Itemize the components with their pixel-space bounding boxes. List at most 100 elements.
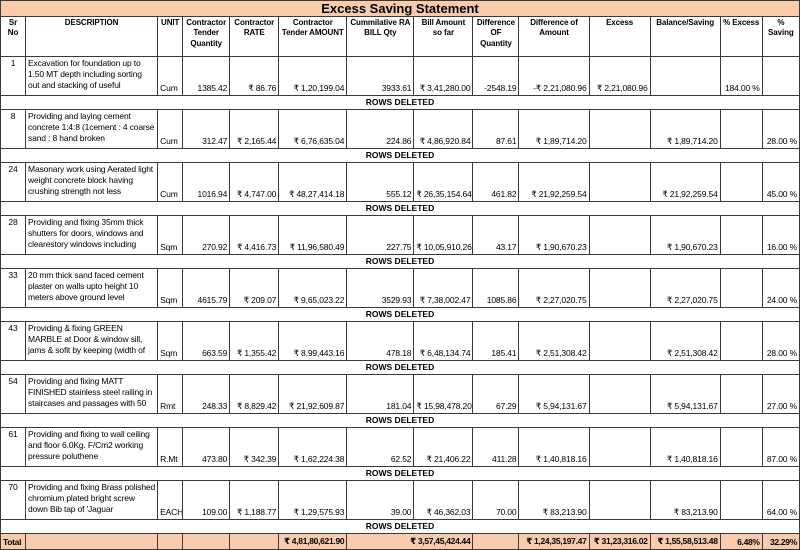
rows-deleted-row: ROWS DELETED [0,519,800,534]
cell-balance_saving [649,56,721,96]
column-header-diff_amount: Difference of Amount [518,16,590,57]
cell-balance_saving: ₹ 83,213.90 [649,480,721,520]
cell-unit: R.Mt [157,427,184,467]
cell-diff_qty: 87.61 [472,109,520,149]
cell-diff_qty: 461.82 [472,162,520,202]
cell-sr: 1 [0,56,27,96]
cell-pct_excess: 184.00 % [719,56,763,96]
cell-ra_bill_qty: 181.04 [346,374,415,414]
total-balance-saving: ₹ 1,55,58,513.48 [649,533,721,550]
cell-pct_saving: 28.00 % [761,109,800,149]
column-header-pct_saving: % Saving [761,16,800,57]
cell-diff_amount: ₹ 2,27,020.75 [518,268,590,308]
cell-bill_amount: ₹ 7,38,002.47 [413,268,474,308]
rows-deleted-label: ROWS DELETED [0,466,800,481]
cell-diff_amount: ₹ 1,40,818.16 [518,427,590,467]
cell-diff_amount: ₹ 21,92,259.54 [518,162,590,202]
cell-tender_amount: ₹ 11,96,580.49 [278,215,348,255]
cell-excess [588,321,651,361]
cell-balance_saving: ₹ 5,94,131.67 [649,374,721,414]
cell-pct_excess [719,480,763,520]
cell-sr: 8 [0,109,27,149]
cell-rate: ₹ 342.39 [229,427,280,467]
table-row: 43 Providing & fixing GREEN MARBLE at Doo… [0,321,800,361]
rows-deleted-row: ROWS DELETED [0,148,800,163]
cell-ra_bill_qty: 224.86 [346,109,415,149]
cell-balance_saving: ₹ 2,27,020.75 [649,268,721,308]
cell-pct_saving: 27.00 % [761,374,800,414]
cell-bill_amount: ₹ 46,362.03 [413,480,474,520]
cell-unit: Sqm [157,321,184,361]
cell-description: 20 mm thick sand faced cement plaster on… [25,268,159,308]
cell-diff_qty: 43.17 [472,215,520,255]
table-row: 54 Providing and fixing MATT FINISHED sta… [0,374,800,414]
cell-pct_saving: 87.00 % [761,427,800,467]
cell-pct_saving [761,56,800,96]
cell-rate: ₹ 4,747.00 [229,162,280,202]
cell-pct_excess [719,162,763,202]
cell-pct_excess [719,321,763,361]
total-row: Total ₹ 4,81,80,621.90 ₹ 3,57,45,424.44 … [0,533,800,550]
total-diff-amount: ₹ 1,24,35,197.47 [518,533,590,550]
column-header-row: Sr No DESCRIPTION UNIT Contractor Tender Qu… [0,16,800,57]
cell-rate: ₹ 4,416.73 [229,215,280,255]
cell-sr: 33 [0,268,27,308]
cell-ra_bill_qty: 555.12 [346,162,415,202]
column-header-tender_qty: Contractor Tender Quantity [182,16,231,57]
cell-bill_amount: ₹ 3,41,280.00 [413,56,474,96]
cell-excess [588,427,651,467]
cell-tender_qty: 109.00 [182,480,231,520]
rows-deleted-row: ROWS DELETED [0,360,800,375]
table-row: 70 Providing and fixing Brass polished ch… [0,480,800,520]
table-row: 33 20 mm thick sand faced cement plaster … [0,268,800,308]
cell-description: Providing and fixing 35mm thick shutters… [25,215,159,255]
title-row: Excess Saving Statement [0,0,800,17]
cell-tender_amount: ₹ 1,62,224.38 [278,427,348,467]
total-empty-unit [157,533,184,550]
cell-unit: Cum [157,109,184,149]
cell-sr: 24 [0,162,27,202]
cell-ra_bill_qty: 3933.61 [346,56,415,96]
cell-excess [588,480,651,520]
total-empty-rate [229,533,280,550]
cell-excess [588,109,651,149]
column-header-bill_amount: Bill Amount so far [413,16,474,57]
rows-deleted-label: ROWS DELETED [0,95,800,110]
cell-balance_saving: ₹ 1,90,670.23 [649,215,721,255]
rows-deleted-label: ROWS DELETED [0,148,800,163]
cell-unit: Sqm [157,268,184,308]
rows-deleted-row: ROWS DELETED [0,466,800,481]
cell-pct_saving: 45.00 % [761,162,800,202]
cell-bill_amount: ₹ 6,48,134.74 [413,321,474,361]
cell-ra_bill_qty: 62.52 [346,427,415,467]
cell-pct_saving: 28.00 % [761,321,800,361]
cell-excess [588,215,651,255]
cell-pct_saving: 24.00 % [761,268,800,308]
cell-tender_amount: ₹ 1,20,199.04 [278,56,348,96]
total-empty-tender-qty [182,533,231,550]
cell-balance_saving: ₹ 1,40,818.16 [649,427,721,467]
column-header-tender_amount: Contractor Tender AMOUNT [278,16,348,57]
column-header-ra_bill_qty: Cummilative RA BILL Qty [346,16,415,57]
cell-excess: ₹ 2,21,080.96 [588,56,651,96]
cell-pct_excess [719,109,763,149]
cell-description: Providing and fixing to wall ceiling and… [25,427,159,467]
cell-description: Providing & fixing GREEN MARBLE at Door … [25,321,159,361]
cell-sr: 43 [0,321,27,361]
cell-diff_qty: 70.00 [472,480,520,520]
cell-description: Excavation for foundation up to 1.50 MT … [25,56,159,96]
rows-deleted-row: ROWS DELETED [0,201,800,216]
cell-unit: EACH [157,480,184,520]
cell-tender_amount: ₹ 1,29,575.93 [278,480,348,520]
cell-sr: 70 [0,480,27,520]
cell-pct_saving: 16.00 % [761,215,800,255]
cell-tender_qty: 663.59 [182,321,231,361]
rows-deleted-label: ROWS DELETED [0,307,800,322]
cell-pct_saving: 64.00 % [761,480,800,520]
cell-tender_amount: ₹ 9,65,023.22 [278,268,348,308]
page-title: Excess Saving Statement [0,0,800,17]
rows-deleted-label: ROWS DELETED [0,254,800,269]
cell-bill_amount: ₹ 10,05,910.26 [413,215,474,255]
